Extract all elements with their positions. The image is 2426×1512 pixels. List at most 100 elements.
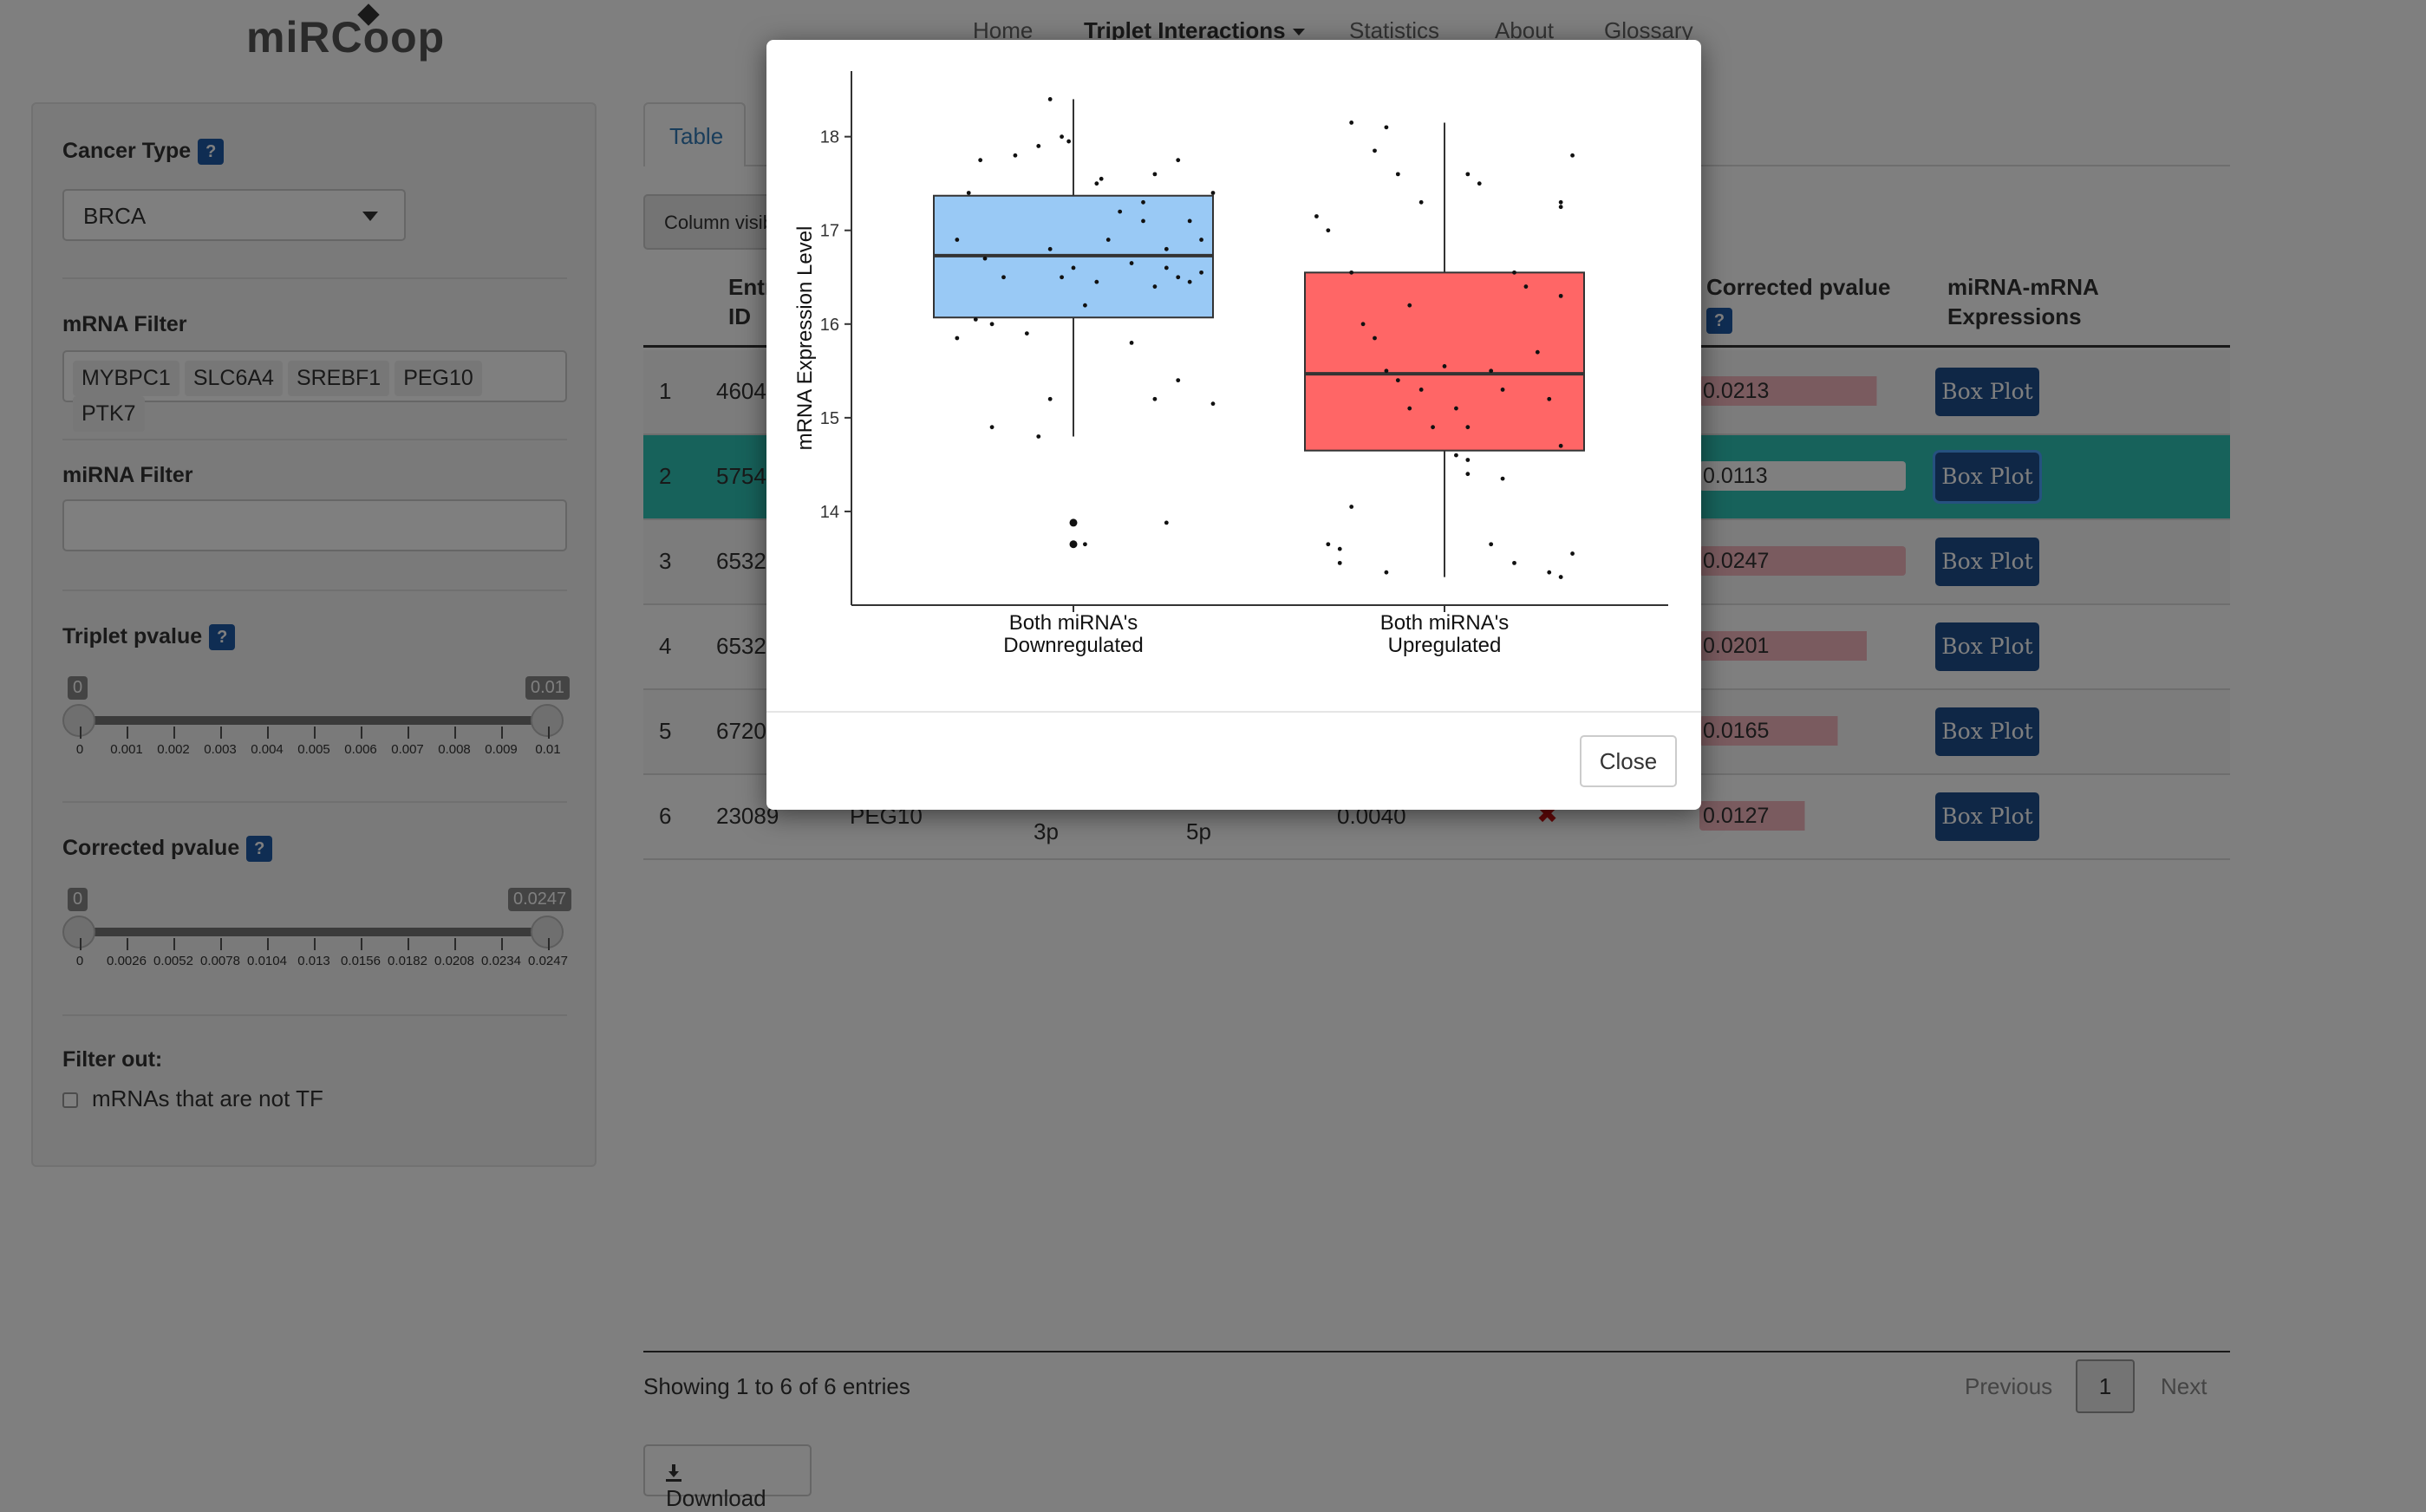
data-point	[973, 316, 978, 322]
data-point	[978, 158, 983, 163]
data-point	[1431, 425, 1435, 430]
data-point	[1326, 542, 1331, 547]
data-point	[1176, 275, 1181, 280]
data-point	[1558, 575, 1563, 579]
y-axis-label: mRNA Expression Level	[793, 226, 817, 451]
data-point	[1141, 218, 1145, 224]
data-point	[982, 256, 988, 261]
box-plot-modal: 14 15 16 17 18 mRNA Expression Level Both miRN…	[766, 40, 1701, 810]
modal-footer-divider	[766, 711, 1701, 713]
data-point	[1105, 238, 1111, 242]
data-point	[955, 336, 960, 341]
data-point	[1349, 270, 1354, 275]
data-point	[1152, 396, 1158, 401]
data-point	[1060, 134, 1064, 140]
data-point	[1465, 425, 1471, 430]
data-point	[1094, 279, 1099, 284]
data-point	[989, 322, 995, 327]
close-button[interactable]: Close	[1580, 735, 1677, 787]
data-point	[1176, 158, 1181, 163]
data-point	[1210, 191, 1216, 195]
outlier-point	[1069, 518, 1078, 527]
data-point	[1570, 551, 1575, 556]
data-point	[1337, 546, 1342, 551]
data-point	[1199, 270, 1203, 275]
data-point	[1407, 406, 1412, 411]
x-tick-label: Upregulated	[1388, 634, 1502, 657]
data-point	[1071, 265, 1076, 270]
data-point	[989, 425, 995, 430]
data-point	[1558, 293, 1563, 298]
data-point	[1164, 520, 1169, 525]
data-point	[1454, 453, 1458, 458]
data-point	[1523, 284, 1529, 289]
data-point	[1465, 472, 1471, 477]
data-point	[1129, 341, 1134, 345]
data-point	[1500, 476, 1505, 481]
data-point	[1152, 284, 1158, 289]
data-point	[1373, 148, 1377, 153]
data-point	[1001, 275, 1006, 280]
data-point	[1384, 570, 1389, 575]
data-point	[1164, 265, 1169, 270]
data-point	[1395, 378, 1400, 383]
data-point	[955, 238, 960, 242]
y-tick-label: 15	[820, 409, 839, 428]
x-tick-label: Downregulated	[1003, 634, 1143, 657]
data-point	[1512, 560, 1516, 565]
data-point	[1570, 153, 1575, 158]
data-point	[1083, 303, 1087, 308]
data-point	[1129, 261, 1134, 265]
y-tick-label: 18	[820, 128, 839, 147]
data-point	[1442, 364, 1447, 368]
data-point	[1337, 560, 1342, 565]
box	[1304, 271, 1585, 452]
data-point	[1047, 97, 1053, 101]
data-point	[1489, 542, 1494, 547]
data-point	[1395, 172, 1400, 177]
y-tick-label: 14	[820, 503, 839, 522]
data-point	[1558, 205, 1563, 210]
data-point	[1187, 218, 1192, 224]
data-point	[1407, 303, 1412, 308]
data-point	[1141, 199, 1145, 205]
data-point	[1500, 388, 1505, 392]
data-point	[1210, 401, 1216, 407]
data-point	[1094, 181, 1099, 186]
data-point	[1477, 181, 1482, 186]
data-point	[1187, 279, 1192, 284]
data-point	[1349, 121, 1354, 125]
data-point	[1373, 336, 1377, 341]
data-point	[1535, 349, 1540, 355]
data-point	[1118, 209, 1123, 214]
data-point	[1099, 176, 1104, 181]
data-point	[1418, 388, 1424, 392]
data-point	[1013, 153, 1018, 158]
data-point	[1152, 172, 1158, 177]
x-tick-label: Both miRNA's	[1009, 611, 1138, 635]
y-tick-label: 17	[820, 222, 839, 241]
data-point	[1547, 396, 1552, 401]
data-point	[1036, 144, 1041, 148]
data-point	[1465, 458, 1471, 462]
data-point	[1164, 246, 1169, 251]
outlier-point	[1069, 540, 1078, 549]
data-point	[1384, 368, 1389, 374]
data-point	[1384, 125, 1389, 130]
data-point	[1176, 378, 1181, 383]
data-point	[1024, 331, 1029, 336]
data-point	[1512, 270, 1516, 275]
data-point	[1066, 139, 1072, 144]
box-plot-chart: 14 15 16 17 18 mRNA Expression Level Both miRN…	[793, 71, 1668, 657]
data-point	[1547, 570, 1552, 575]
data-point	[1314, 214, 1319, 218]
data-point	[1047, 246, 1053, 251]
data-point	[1489, 368, 1494, 374]
data-point	[966, 191, 971, 195]
data-point	[1083, 542, 1087, 547]
x-tick-label: Both miRNA's	[1380, 611, 1510, 635]
data-point	[1558, 199, 1563, 205]
data-point	[1036, 434, 1041, 439]
data-point	[1047, 396, 1053, 401]
data-point	[1199, 238, 1203, 242]
